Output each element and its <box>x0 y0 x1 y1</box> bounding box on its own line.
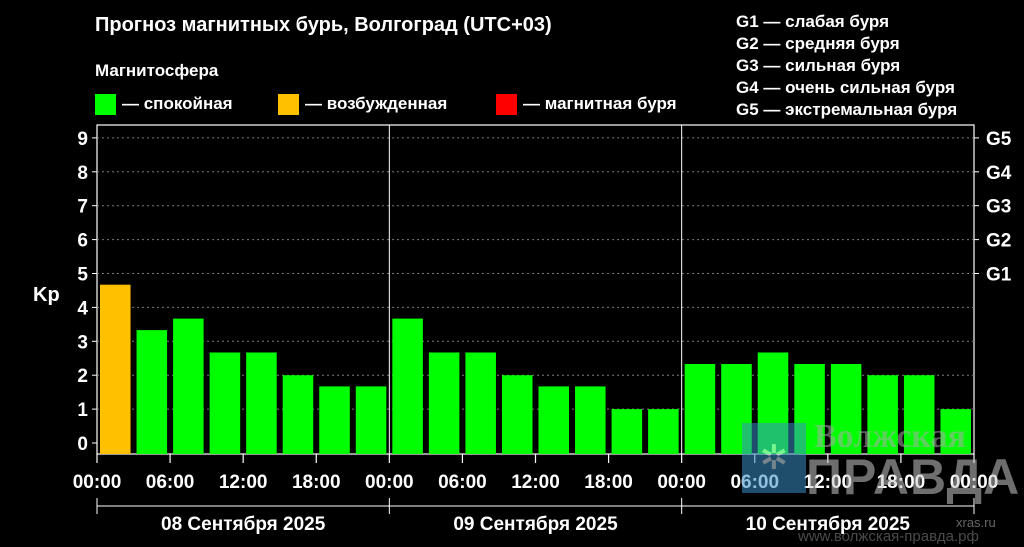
y-tick-label-7: 7 <box>77 197 88 218</box>
legend-item-storm: — магнитная буря <box>496 93 677 115</box>
bar-22 <box>867 375 898 454</box>
x-tick-label-0: 00:00 <box>73 472 122 493</box>
bar-5 <box>246 352 277 454</box>
bar-13 <box>538 386 570 454</box>
bar-6 <box>282 375 314 454</box>
x-tick-label-8: 00:00 <box>657 472 706 493</box>
legend-swatch-calm <box>95 93 116 115</box>
day-label-2: 09 Сентября 2025 <box>453 514 618 535</box>
x-tick-label-1: 06:00 <box>146 472 195 493</box>
legend-item-excited: — возбужденная <box>278 93 447 115</box>
watermark-line1: Волжская <box>814 418 966 455</box>
chart-title: Прогноз магнитных бурь, Волгоград (UTC+0… <box>95 14 552 36</box>
legend-label-storm: — магнитная буря <box>523 94 677 113</box>
bar-10 <box>428 352 460 454</box>
y-tick-label-9: 9 <box>77 129 88 150</box>
watermark: ✲ Волжская ПРАВДА xras.ru www.волжская-п… <box>742 418 1021 545</box>
bar-16 <box>648 409 679 454</box>
day-label-3: 10 Сентября 2025 <box>746 514 911 535</box>
legend-label-calm: — спокойная <box>122 94 233 113</box>
legend-swatch-excited <box>278 93 299 115</box>
storm-level-g1: G1 — слабая буря <box>736 12 890 31</box>
bar-12 <box>501 375 533 454</box>
bar-4 <box>209 352 241 454</box>
legend-swatch-storm <box>496 93 517 115</box>
x-tick-label-10: 12:00 <box>804 472 853 493</box>
right-tick-label-g2: G2 <box>986 231 1011 252</box>
storm-level-g3: G3 — сильная буря <box>736 56 901 75</box>
watermark-url: www.волжская-правда.рф <box>798 528 979 545</box>
storm-level-legend: G1 — слабая буря G2 — средняя буря G3 — … <box>736 11 957 121</box>
x-tick-label-5: 06:00 <box>438 472 487 493</box>
right-tick-label-g4: G4 <box>986 163 1012 184</box>
bar-15 <box>611 409 643 454</box>
y-tick-label-5: 5 <box>77 265 88 286</box>
bar-11 <box>465 352 496 454</box>
x-tick-label-6: 12:00 <box>511 472 560 493</box>
bar-24 <box>940 409 971 454</box>
y-tick-label-3: 3 <box>77 332 88 353</box>
y-tick-label-0: 0 <box>77 434 88 455</box>
bar-8 <box>355 386 387 454</box>
bar-3 <box>173 318 204 454</box>
bar-9 <box>392 318 423 454</box>
x-tick-label-2: 12:00 <box>219 472 268 493</box>
watermark-line2: ПРАВДА <box>806 449 1021 505</box>
x-tick-label-4: 00:00 <box>365 472 414 493</box>
legend-item-calm: — спокойная <box>95 93 233 115</box>
bar-7 <box>319 386 350 454</box>
x-tick-label-7: 18:00 <box>584 472 633 493</box>
storm-level-g5: G5 — экстремальная буря <box>736 100 958 119</box>
right-tick-label-g3: G3 <box>986 197 1011 218</box>
y-tick-label-1: 1 <box>77 400 88 421</box>
legend-label-excited: — возбужденная <box>305 94 448 113</box>
watermark-emblem-icon: ✲ <box>742 423 806 493</box>
x-tick-label-11: 18:00 <box>877 472 926 493</box>
y-axis-label: Kp <box>33 284 60 306</box>
legend-title: Магнитосфера <box>95 61 219 80</box>
right-tick-label-g5: G5 <box>986 129 1012 150</box>
bar-17 <box>684 364 716 454</box>
y-tick-label-6: 6 <box>77 231 88 252</box>
bar-23 <box>903 375 935 454</box>
watermark-source: xras.ru <box>956 515 996 530</box>
bar-1 <box>100 284 131 454</box>
x-tick-label-12: 00:00 <box>950 472 999 493</box>
y-tick-label-8: 8 <box>77 163 88 184</box>
x-tick-label-3: 18:00 <box>292 472 341 493</box>
storm-level-g4: G4 — очень сильная буря <box>736 78 955 97</box>
storm-level-g2: G2 — средняя буря <box>736 34 900 53</box>
bar-2 <box>136 330 168 454</box>
bar-21 <box>830 364 862 454</box>
y-tick-label-2: 2 <box>77 366 88 387</box>
y-tick-label-4: 4 <box>77 298 88 319</box>
day-label-1: 08 Сентября 2025 <box>161 514 326 535</box>
right-tick-label-g1: G1 <box>986 265 1012 286</box>
bar-14 <box>575 386 606 454</box>
